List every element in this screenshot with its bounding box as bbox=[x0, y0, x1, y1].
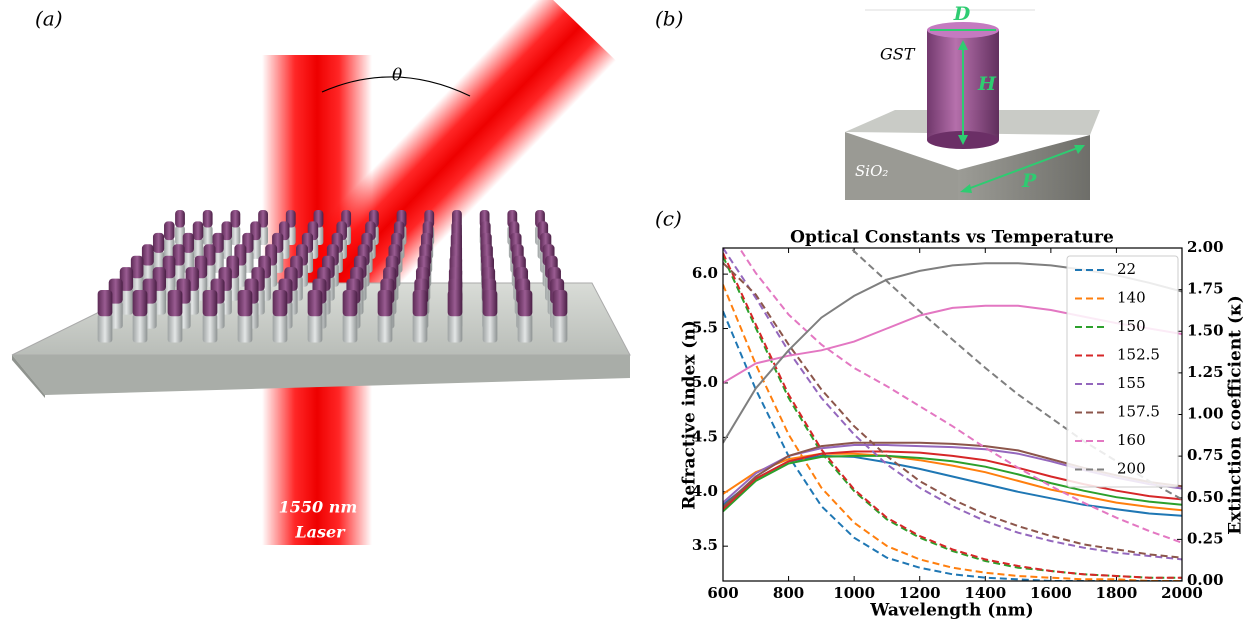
pillar-gst bbox=[153, 233, 164, 253]
material-label: SiO₂ bbox=[855, 162, 888, 180]
pillar-gst bbox=[203, 210, 213, 228]
legend-label: 200 bbox=[1117, 460, 1146, 478]
legend-label: 140 bbox=[1117, 289, 1146, 307]
pillar-gst bbox=[518, 290, 533, 316]
legend-label: 157.5 bbox=[1117, 403, 1160, 421]
pillar-base bbox=[98, 314, 113, 343]
y-tick-label: 3.5 bbox=[692, 536, 718, 554]
legend-label: 160 bbox=[1117, 431, 1146, 449]
pillar-base bbox=[518, 314, 533, 343]
figure: (a) θ 1550 nm Laser (b) GST SiO₂ D H P (… bbox=[0, 0, 1254, 625]
pillar-gst bbox=[343, 290, 358, 316]
pillar-base bbox=[133, 314, 148, 343]
x-tick-label: 1000 bbox=[833, 584, 875, 602]
panel-label: (a) bbox=[35, 7, 63, 31]
dimension-label: H bbox=[977, 73, 997, 95]
y-tick-label: 6.0 bbox=[692, 264, 718, 282]
pillar-base bbox=[203, 314, 218, 343]
y2-axis-label: Extinction coefficient (κ) bbox=[1226, 295, 1246, 535]
x-tick-label: 1400 bbox=[964, 584, 1006, 602]
y2-tick-label: 1.50 bbox=[1187, 321, 1224, 339]
pillar-gst bbox=[133, 290, 148, 316]
y2-tick-label: 0.75 bbox=[1187, 446, 1224, 464]
pillar-base bbox=[273, 314, 288, 343]
y2-tick-label: 0.25 bbox=[1187, 529, 1224, 547]
y2-tick-label: 1.00 bbox=[1187, 405, 1224, 423]
laser-label: Laser bbox=[294, 523, 346, 542]
pillar-gst bbox=[142, 244, 154, 265]
y2-tick-label: 0.50 bbox=[1187, 488, 1224, 506]
dimension-label: D bbox=[953, 3, 971, 25]
chart-title: Optical Constants vs Temperature bbox=[790, 228, 1114, 248]
legend-label: 155 bbox=[1117, 374, 1146, 392]
pillar-base bbox=[343, 314, 358, 343]
pillar-gst bbox=[193, 221, 204, 240]
material-label: GST bbox=[880, 45, 916, 64]
laser-label: 1550 nm bbox=[279, 498, 358, 517]
legend-label: 152.5 bbox=[1117, 346, 1160, 364]
x-tick-label: 800 bbox=[773, 584, 804, 602]
panel-a-illustration bbox=[12, 0, 630, 545]
pillar-gst bbox=[378, 290, 393, 316]
x-tick-label: 600 bbox=[707, 584, 738, 602]
x-axis-label: Wavelength (nm) bbox=[869, 601, 1033, 621]
pillar-base bbox=[378, 314, 393, 343]
pillar-gst bbox=[553, 290, 568, 316]
pillar-gst bbox=[448, 290, 463, 316]
y2-tick-label: 1.25 bbox=[1187, 363, 1224, 381]
pillar-gst bbox=[203, 290, 218, 316]
pillar-gst bbox=[175, 210, 185, 228]
pillar-gst bbox=[238, 290, 253, 316]
x-tick-label: 1800 bbox=[1096, 584, 1138, 602]
pillar-gst bbox=[273, 290, 288, 316]
pillar-gst bbox=[164, 221, 175, 240]
y-tick-label: 5.0 bbox=[692, 373, 718, 391]
pillar-base bbox=[553, 314, 568, 343]
pillar-gst bbox=[483, 290, 498, 316]
panel-label: (c) bbox=[655, 207, 682, 231]
dimension-label: P bbox=[1021, 170, 1037, 192]
panel-label: (b) bbox=[655, 7, 683, 31]
pillar-base bbox=[168, 314, 183, 343]
pillar-gst bbox=[308, 290, 323, 316]
y-tick-label: 4.0 bbox=[692, 482, 718, 500]
pillar-base bbox=[448, 314, 463, 343]
pillar-base bbox=[238, 314, 253, 343]
y-tick-label: 4.5 bbox=[692, 427, 718, 445]
pillar-gst bbox=[413, 290, 428, 316]
pillar-gst bbox=[168, 290, 183, 316]
legend-label: 22 bbox=[1117, 260, 1136, 278]
y2-tick-label: 1.75 bbox=[1187, 280, 1224, 298]
pillar-base bbox=[308, 314, 323, 343]
y2-tick-label: 2.00 bbox=[1187, 238, 1224, 256]
legend-label: 150 bbox=[1117, 317, 1146, 335]
x-tick-label: 1600 bbox=[1030, 584, 1072, 602]
y2-tick-label: 0.00 bbox=[1187, 571, 1224, 589]
pillar-base bbox=[483, 314, 498, 343]
x-tick-label: 1200 bbox=[899, 584, 941, 602]
angle-label: θ bbox=[392, 66, 402, 86]
pillar-base bbox=[203, 226, 213, 245]
pillar-base bbox=[413, 314, 428, 343]
pillar-gst bbox=[98, 290, 113, 316]
y-tick-label: 5.5 bbox=[692, 319, 718, 337]
